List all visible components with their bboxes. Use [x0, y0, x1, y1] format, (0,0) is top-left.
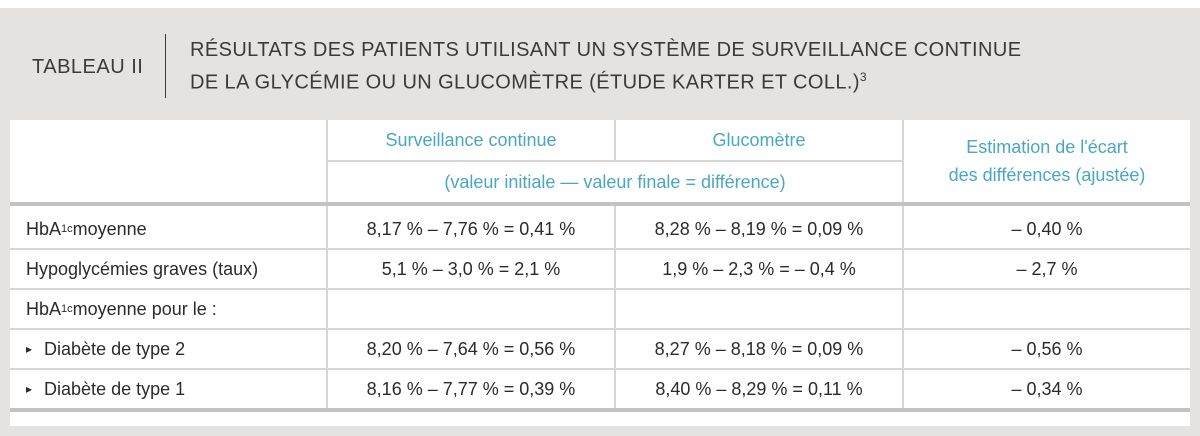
bullet-icon: ▸: [26, 382, 33, 396]
header-estimation-line1: Estimation de l'écart: [966, 137, 1128, 157]
cell-estimation: – 0,56 %: [1011, 338, 1083, 359]
cell-estimation: – 0,34 %: [1011, 378, 1083, 399]
header-glucometre: Glucomètre: [712, 129, 806, 150]
grid-line: [326, 160, 902, 162]
grid-line: [10, 368, 1190, 370]
cell-surveillance: 8,20 % – 7,64 % = 0,56 %: [366, 338, 576, 359]
header-estimation: Estimation de l'écart des différences (a…: [904, 120, 1190, 202]
cell-estimation: – 0,40 %: [1011, 218, 1083, 239]
header-estimation-line2: des différences (ajustée): [948, 165, 1146, 185]
grid-line: [614, 206, 616, 408]
row-label-type1: ▸ Diabète de type 1: [10, 370, 326, 408]
cell-surveillance: 8,17 % – 7,76 % = 0,41 %: [366, 218, 576, 239]
header-surveillance-continue: Surveillance continue: [385, 129, 557, 150]
row-label-text: HbA: [26, 298, 62, 319]
cell-glucometre: 8,27 % – 8,18 % = 0,09 %: [654, 338, 864, 359]
row-label-text: moyenne: [72, 218, 147, 239]
table-bottom-border: [10, 408, 1190, 412]
grid-line: [902, 120, 904, 408]
grid-line: [10, 288, 1190, 290]
header-divider: [10, 202, 1190, 206]
cell-glucometre: 1,9 % – 2,3 % = – 0,4 %: [662, 258, 856, 279]
row-label-text: Diabète de type 1: [44, 378, 186, 399]
grid-line: [614, 120, 616, 161]
cell-glucometre: 8,28 % – 8,19 % = 0,09 %: [654, 218, 864, 239]
cell-estimation: – 2,7 %: [1016, 258, 1078, 279]
grid-line: [10, 248, 1190, 250]
table-number-label: TABLEAU II: [32, 56, 144, 78]
grid-line: [326, 120, 328, 408]
bullet-icon: ▸: [26, 342, 33, 356]
row-label-text: HbA: [26, 218, 62, 239]
row-label-text: moyenne pour le :: [72, 298, 217, 319]
row-label-hba1c: HbA 1c moyenne: [10, 210, 326, 248]
header-formula-span: (valeur initiale — valeur finale = diffé…: [444, 171, 786, 192]
grid-line: [10, 328, 1190, 330]
title-separator: [165, 34, 166, 98]
data-table: Surveillance continue Glucomètre (valeur…: [10, 120, 1190, 426]
row-label-subscript: 1c: [61, 303, 73, 315]
table-title-line1: RÉSULTATS DES PATIENTS UTILISANT UN SYST…: [190, 39, 1022, 61]
cell-glucometre: 8,40 % – 8,29 % = 0,11 %: [655, 378, 863, 399]
row-label-hypoglycemies: Hypoglycémies graves (taux): [26, 258, 259, 279]
cell-surveillance: 8,16 % – 7,77 % = 0,39 %: [366, 378, 576, 399]
row-label-type2: ▸ Diabète de type 2: [10, 330, 326, 368]
table-title-line2: DE LA GLYCÉMIE OU UN GLUCOMÈTRE (ÉTUDE K…: [190, 71, 860, 94]
cell-surveillance: 5,1 % – 3,0 % = 2,1 %: [381, 258, 561, 279]
row-label-subscript: 1c: [61, 223, 73, 235]
row-label-text: Diabète de type 2: [44, 338, 186, 359]
row-label-hba1c-pour-le: HbA 1c moyenne pour le :: [10, 290, 326, 328]
table-title-reference: 3: [859, 70, 867, 84]
table-title: RÉSULTATS DES PATIENTS UTILISANT UN SYST…: [190, 37, 1021, 97]
